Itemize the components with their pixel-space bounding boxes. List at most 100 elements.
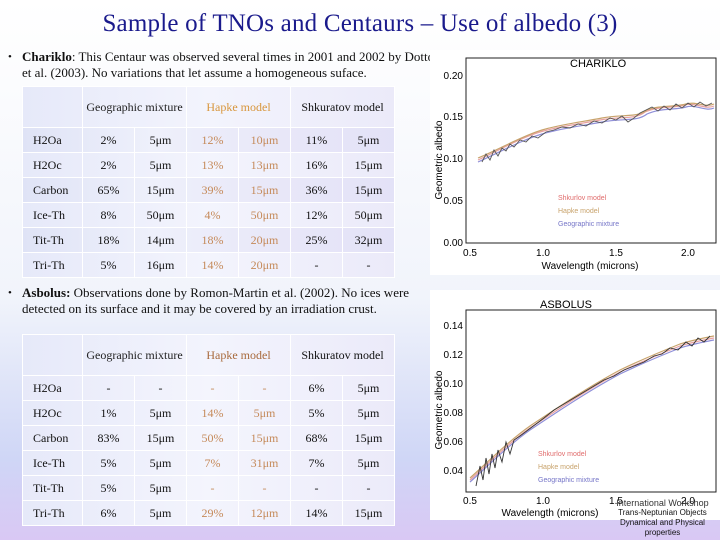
footer-line: Dynamical and Physical: [620, 518, 705, 527]
x-tick: 2.0: [681, 496, 695, 507]
row-label: H2Oc: [22, 400, 83, 426]
footer-line: International Workshop: [616, 498, 709, 508]
row-label: Tri-Th: [22, 500, 83, 526]
table-cell-shk-pct: 11%: [290, 127, 343, 153]
table-header-row: Geographic mixture Hapke model Shkuratov…: [22, 334, 395, 376]
footer-line: Trans-Neptunian Objects: [618, 508, 707, 517]
header-shkuratov: Shkuratov model: [290, 86, 395, 128]
asbolus-table: Geographic mixture Hapke model Shkuratov…: [22, 334, 395, 526]
chariklo-text: : This Centaur was observed several time…: [22, 49, 435, 80]
legend-shkuratov: Shkurlov model: [558, 195, 607, 202]
table-row: H2Oc 2% 5μm 13% 13μm 16% 15μm: [22, 152, 395, 178]
observed-spectrum: [481, 101, 713, 163]
table-cell-shk-size: 5μm: [342, 375, 395, 401]
empty-header-cell: [22, 86, 83, 128]
table-cell-hap-size: 13μm: [238, 152, 291, 178]
row-label: Carbon: [22, 425, 83, 451]
geographic-curve: [477, 105, 715, 163]
table-cell-hap-size: 20μm: [238, 252, 291, 278]
table-cell-shk-pct: -: [290, 252, 343, 278]
header-geographic: Geographic mixture: [82, 334, 187, 376]
table-cell-shk-pct: 5%: [290, 400, 343, 426]
table-cell-hap-pct: -: [186, 475, 239, 501]
x-tick: 0.5: [463, 496, 477, 507]
table-cell-shk-pct: 12%: [290, 202, 343, 228]
chariklo-table: Geographic mixture Hapke model Shkuratov…: [22, 86, 395, 278]
table-cell-geo-size: 50μm: [134, 202, 187, 228]
table-row: Tri-Th 6% 5μm 29% 12μm 14% 15μm: [22, 500, 395, 526]
table-cell-shk-size: -: [342, 475, 395, 501]
y-tick: 0.08: [444, 408, 464, 419]
table-cell-geo-size: 5μm: [134, 500, 187, 526]
chariklo-bullet: • Chariklo: This Centaur was observed se…: [8, 49, 442, 81]
table-cell-hap-size: -: [238, 375, 291, 401]
legend-hapke: Hapke model: [538, 464, 580, 471]
row-label: Ice-Th: [22, 450, 83, 476]
table-cell-hap-size: 31μm: [238, 450, 291, 476]
x-axis-label: Wavelength (microns): [502, 508, 599, 519]
table-cell-hap-pct: 14%: [186, 252, 239, 278]
table-cell-hap-size: 5μm: [238, 400, 291, 426]
table-cell-hap-pct: 7%: [186, 450, 239, 476]
table-cell-shk-pct: 25%: [290, 227, 343, 253]
table-cell-geo-pct: 83%: [82, 425, 135, 451]
table-cell-hap-pct: 50%: [186, 425, 239, 451]
table-cell-hap-pct: 14%: [186, 400, 239, 426]
table-cell-shk-pct: 14%: [290, 500, 343, 526]
table-cell-hap-size: 12μm: [238, 500, 291, 526]
plot-title: ASBOLUS: [540, 299, 592, 311]
table-cell-shk-pct: 68%: [290, 425, 343, 451]
row-label: H2Oc: [22, 152, 83, 178]
header-hapke: Hapke model: [186, 334, 291, 376]
bullet-dot-icon: •: [8, 51, 12, 63]
table-cell-shk-size: 15μm: [342, 500, 395, 526]
footer-credit: International Workshop Trans-Neptunian O…: [610, 498, 715, 538]
x-axis-label: Wavelength (microns): [542, 261, 639, 272]
empty-header-cell: [22, 334, 83, 376]
table-cell-geo-size: 5μm: [134, 127, 187, 153]
y-tick: 0.05: [444, 196, 464, 207]
y-tick: 0.14: [444, 321, 464, 332]
table-cell-shk-size: 50μm: [342, 202, 395, 228]
footer-line: properties: [644, 528, 681, 537]
geographic-curve: [469, 339, 715, 483]
y-tick: 0.20: [444, 71, 464, 82]
table-row: Tit-Th 18% 14μm 18% 20μm 25% 32μm: [22, 227, 395, 253]
table-cell-geo-pct: -: [82, 375, 135, 401]
hapke-curve: [469, 335, 715, 479]
y-tick: 0.15: [444, 112, 464, 123]
table-cell-geo-pct: 2%: [82, 127, 135, 153]
table-cell-geo-pct: 8%: [82, 202, 135, 228]
table-cell-hap-pct: 13%: [186, 152, 239, 178]
table-cell-geo-size: -: [134, 375, 187, 401]
table-cell-geo-pct: 2%: [82, 152, 135, 178]
table-cell-geo-pct: 18%: [82, 227, 135, 253]
table-cell-hap-pct: 29%: [186, 500, 239, 526]
table-cell-hap-size: 20μm: [238, 227, 291, 253]
table-row: Tri-Th 5% 16μm 14% 20μm - -: [22, 252, 395, 278]
table-cell-geo-size: 15μm: [134, 177, 187, 203]
x-tick: 1.0: [536, 496, 550, 507]
table-cell-shk-size: 15μm: [342, 152, 395, 178]
asbolus-text: Observations done by Romon-Martin et al.…: [22, 285, 410, 316]
table-cell-geo-size: 5μm: [134, 450, 187, 476]
table-cell-geo-pct: 5%: [82, 475, 135, 501]
table-cell-hap-size: 10μm: [238, 127, 291, 153]
row-label: H2Oa: [22, 375, 83, 401]
table-cell-geo-pct: 5%: [82, 252, 135, 278]
asbolus-plot: ASBOLUS Geometric albedo 0.14 0.12 0.10 …: [430, 290, 720, 520]
table-cell-shk-size: 15μm: [342, 177, 395, 203]
table-cell-shk-size: 5μm: [342, 400, 395, 426]
table-row: H2Oa 2% 5μm 12% 10μm 11% 5μm: [22, 127, 395, 153]
plot-frame: [465, 57, 717, 244]
x-tick: 0.5: [463, 248, 477, 259]
table-cell-shk-size: 15μm: [342, 425, 395, 451]
table-cell-hap-size: 15μm: [238, 177, 291, 203]
x-tick: 1.5: [609, 248, 623, 259]
table-cell-shk-size: -: [342, 252, 395, 278]
legend-geographic: Geographic mixture: [558, 221, 619, 228]
table-cell-geo-pct: 65%: [82, 177, 135, 203]
header-geographic: Geographic mixture: [82, 86, 187, 128]
table-cell-shk-size: 32μm: [342, 227, 395, 253]
table-cell-geo-size: 15μm: [134, 425, 187, 451]
